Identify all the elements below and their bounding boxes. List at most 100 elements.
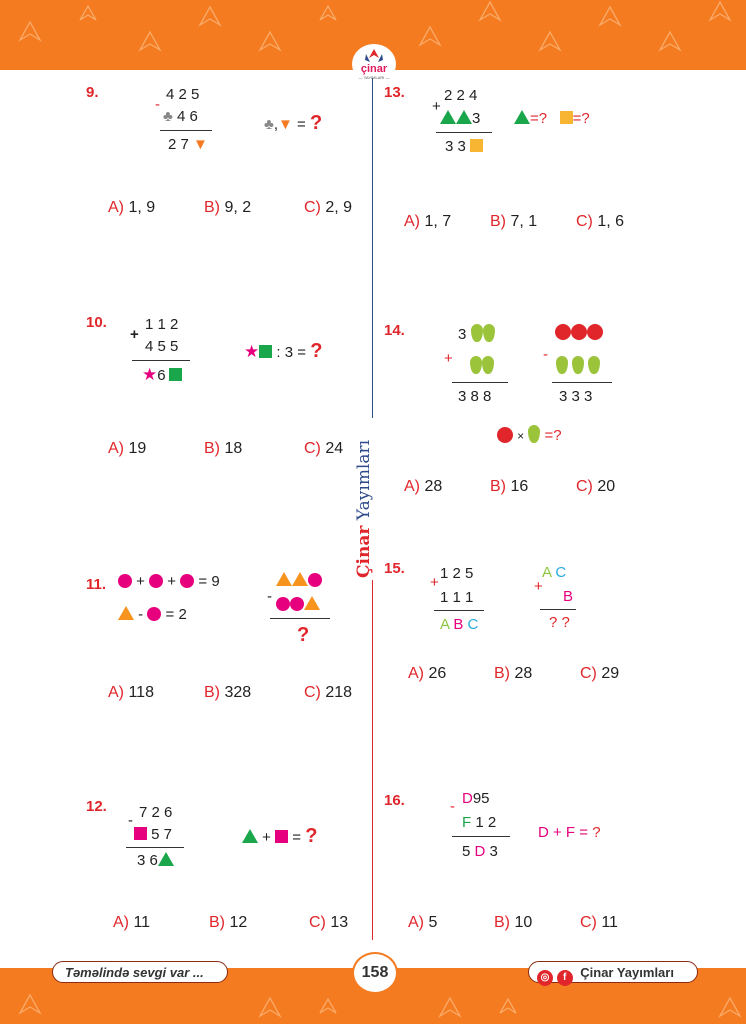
p11-row1 xyxy=(276,572,322,589)
square-icon xyxy=(259,345,273,358)
problem-11-number: 11. xyxy=(86,576,107,593)
p14-right-mid xyxy=(556,356,601,375)
p14-option-b[interactable]: B) 16 xyxy=(490,478,529,495)
p12-line xyxy=(126,847,184,848)
pear-icon xyxy=(556,356,568,374)
p9-row1: 4 2 5 xyxy=(166,86,200,103)
circle-icon xyxy=(290,597,304,611)
p9-row3: 2 7 xyxy=(168,136,189,153)
column-divider-bottom xyxy=(372,580,373,940)
p12-row3-wrap: 3 6 xyxy=(137,852,174,869)
p12-row2-wrap: 5 7 xyxy=(134,826,172,843)
p13-option-b[interactable]: B) 7, 1 xyxy=(490,213,538,230)
p15-option-a[interactable]: A) 26 xyxy=(408,665,447,682)
p15-right-op: + xyxy=(534,578,543,595)
p14-left-mid xyxy=(470,356,494,375)
circle-icon xyxy=(118,574,132,588)
problem-13-number: 13. xyxy=(384,84,405,101)
p10-option-a[interactable]: A) 19 xyxy=(108,440,147,457)
p15-op: + xyxy=(430,574,439,591)
p10-eq: : 3 = xyxy=(276,344,307,361)
triangle-icon xyxy=(440,110,456,124)
p10-row1: 1 1 2 xyxy=(145,316,179,333)
p12-row1: 7 2 6 xyxy=(139,804,173,821)
p9-option-a[interactable]: A) 1, 9 xyxy=(108,199,156,216)
triangle-icon xyxy=(157,852,174,866)
p10-option-c[interactable]: C) 24 xyxy=(304,440,344,457)
p13-line xyxy=(436,132,492,133)
publisher-name: Çinar Yayımları xyxy=(580,965,674,980)
p9-option-c[interactable]: C) 2, 9 xyxy=(304,199,353,216)
brand-part1: Çinar xyxy=(354,525,374,578)
p11-option-a[interactable]: A) 118 xyxy=(108,684,154,701)
problem-16-number: 16. xyxy=(384,792,405,809)
p9-op: - xyxy=(155,96,160,113)
p13-op: + xyxy=(432,98,441,115)
p12-option-a[interactable]: A) 11 xyxy=(113,914,151,931)
p15-result: A B C xyxy=(440,616,479,633)
p16-row2: F 1 2 xyxy=(462,814,497,831)
p13-row3-wrap: 3 3 xyxy=(445,138,484,155)
p15-right-result: ? ? xyxy=(549,614,570,631)
p11-option-b[interactable]: B) 328 xyxy=(204,684,252,701)
p12-row2: 5 7 xyxy=(151,826,173,843)
p11-mark: ? xyxy=(297,624,310,646)
instagram-icon[interactable]: ◎ xyxy=(537,970,553,986)
p10-row2: 4 5 5 xyxy=(145,338,179,355)
p10-option-b[interactable]: B) 18 xyxy=(204,440,243,457)
p11-eq1: + + = 9 xyxy=(118,573,220,590)
pear-icon xyxy=(588,356,601,374)
leaf-pattern xyxy=(18,0,732,52)
problem-10-number: 10. xyxy=(86,314,107,331)
triangle-icon xyxy=(514,110,530,124)
facebook-icon[interactable]: f xyxy=(556,970,573,986)
problem-14-number: 14. xyxy=(384,322,405,339)
star-icon: ★ xyxy=(142,365,158,384)
p14-right-result: 3 3 3 xyxy=(559,388,593,405)
p9-line xyxy=(160,130,212,131)
logo-sub: — YAYIMLARI — xyxy=(358,75,390,80)
p15-right-row2: B xyxy=(563,588,574,605)
p10-mark: ? xyxy=(310,340,323,362)
p14-left-top: 3 xyxy=(458,324,495,343)
triangle-icon xyxy=(242,829,258,843)
p11-op: - xyxy=(267,588,272,605)
pear-icon xyxy=(470,356,482,374)
p10-row3-wrap: ★6 xyxy=(142,365,182,385)
p14-question: × =? xyxy=(497,425,562,444)
logo-leaf-icon xyxy=(365,49,383,62)
p12-option-c[interactable]: C) 13 xyxy=(309,914,349,931)
p11-line xyxy=(270,618,330,619)
p14-op-right: - xyxy=(543,346,548,363)
p10-question: ★ : 3 = ? xyxy=(244,340,322,363)
p14-option-c[interactable]: C) 20 xyxy=(576,478,616,495)
pear-icon xyxy=(528,425,541,443)
p9-row2: 4 6 xyxy=(177,108,198,125)
p16-option-a[interactable]: A) 5 xyxy=(408,914,438,931)
p11-option-c[interactable]: C) 218 xyxy=(304,684,353,701)
p15-option-c[interactable]: C) 29 xyxy=(580,665,620,682)
carrot-icon: ▼ xyxy=(193,136,208,153)
p15-option-b[interactable]: B) 28 xyxy=(494,665,533,682)
p11-row2 xyxy=(276,596,320,613)
p14-option-a[interactable]: A) 28 xyxy=(404,478,443,495)
p12-option-b[interactable]: B) 12 xyxy=(209,914,248,931)
p13-row2-wrap: 3 xyxy=(440,110,480,127)
leaf-pattern xyxy=(18,993,742,1018)
p15-row2: 1 1 1 xyxy=(440,589,474,606)
brand-part2: Yayımları xyxy=(354,439,374,521)
p9-option-b[interactable]: B) 9, 2 xyxy=(204,199,252,216)
p16-op: - xyxy=(450,798,455,815)
p11-eq2: - = 2 xyxy=(118,606,187,623)
p12-question: + = ? xyxy=(242,825,317,848)
p14-right-top xyxy=(555,324,603,341)
p13-option-c[interactable]: C) 1, 6 xyxy=(576,213,625,230)
p16-option-c[interactable]: C) 11 xyxy=(580,914,618,931)
p16-row1: D95 xyxy=(462,790,490,807)
pear-icon xyxy=(470,324,483,342)
p9-row2-wrap: ♣ 4 6 xyxy=(163,108,198,125)
p13-option-a[interactable]: A) 1, 7 xyxy=(404,213,452,230)
p16-option-b[interactable]: B) 10 xyxy=(494,914,533,931)
pear-icon xyxy=(482,356,494,374)
p9-row3-wrap: 2 7 ▼ xyxy=(168,136,208,153)
